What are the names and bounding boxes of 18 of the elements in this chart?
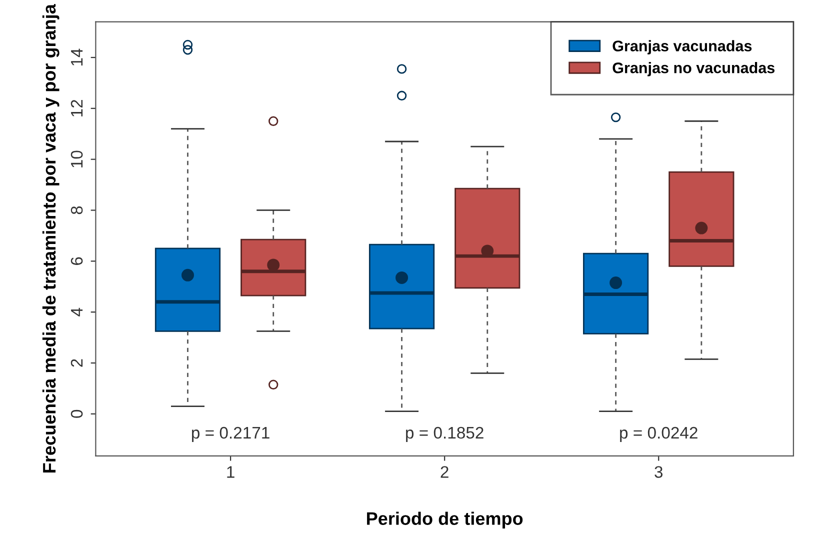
- y-tick-label: 6: [70, 257, 83, 265]
- y-tick-label: 14: [71, 48, 83, 66]
- y-tick-label: 2: [70, 359, 83, 367]
- y-axis-title: Frecuencia media de tratamiento por vaca y por granja: [42, 4, 60, 472]
- x-axis-title: Periodo de tiempo: [367, 512, 523, 529]
- y-tick-label: 8: [70, 206, 83, 214]
- y-tick-label: 4: [71, 308, 83, 316]
- legend-label: Granjas no vacunadas: [612, 62, 775, 76]
- x-tick-label: 3: [654, 466, 663, 478]
- y-tick-label: 12: [70, 100, 83, 116]
- annotation: p = 0.1852: [406, 426, 484, 442]
- x-tick-label: 2: [440, 466, 448, 478]
- legend-label: Granjas vacunadas: [612, 40, 752, 54]
- y-tick-label: 10: [70, 150, 83, 168]
- y-tick-label: 0: [70, 410, 83, 418]
- x-tick-label: 1: [227, 466, 234, 478]
- annotation: p = 0.2171: [192, 426, 270, 442]
- annotation: p = 0.0242: [620, 426, 698, 442]
